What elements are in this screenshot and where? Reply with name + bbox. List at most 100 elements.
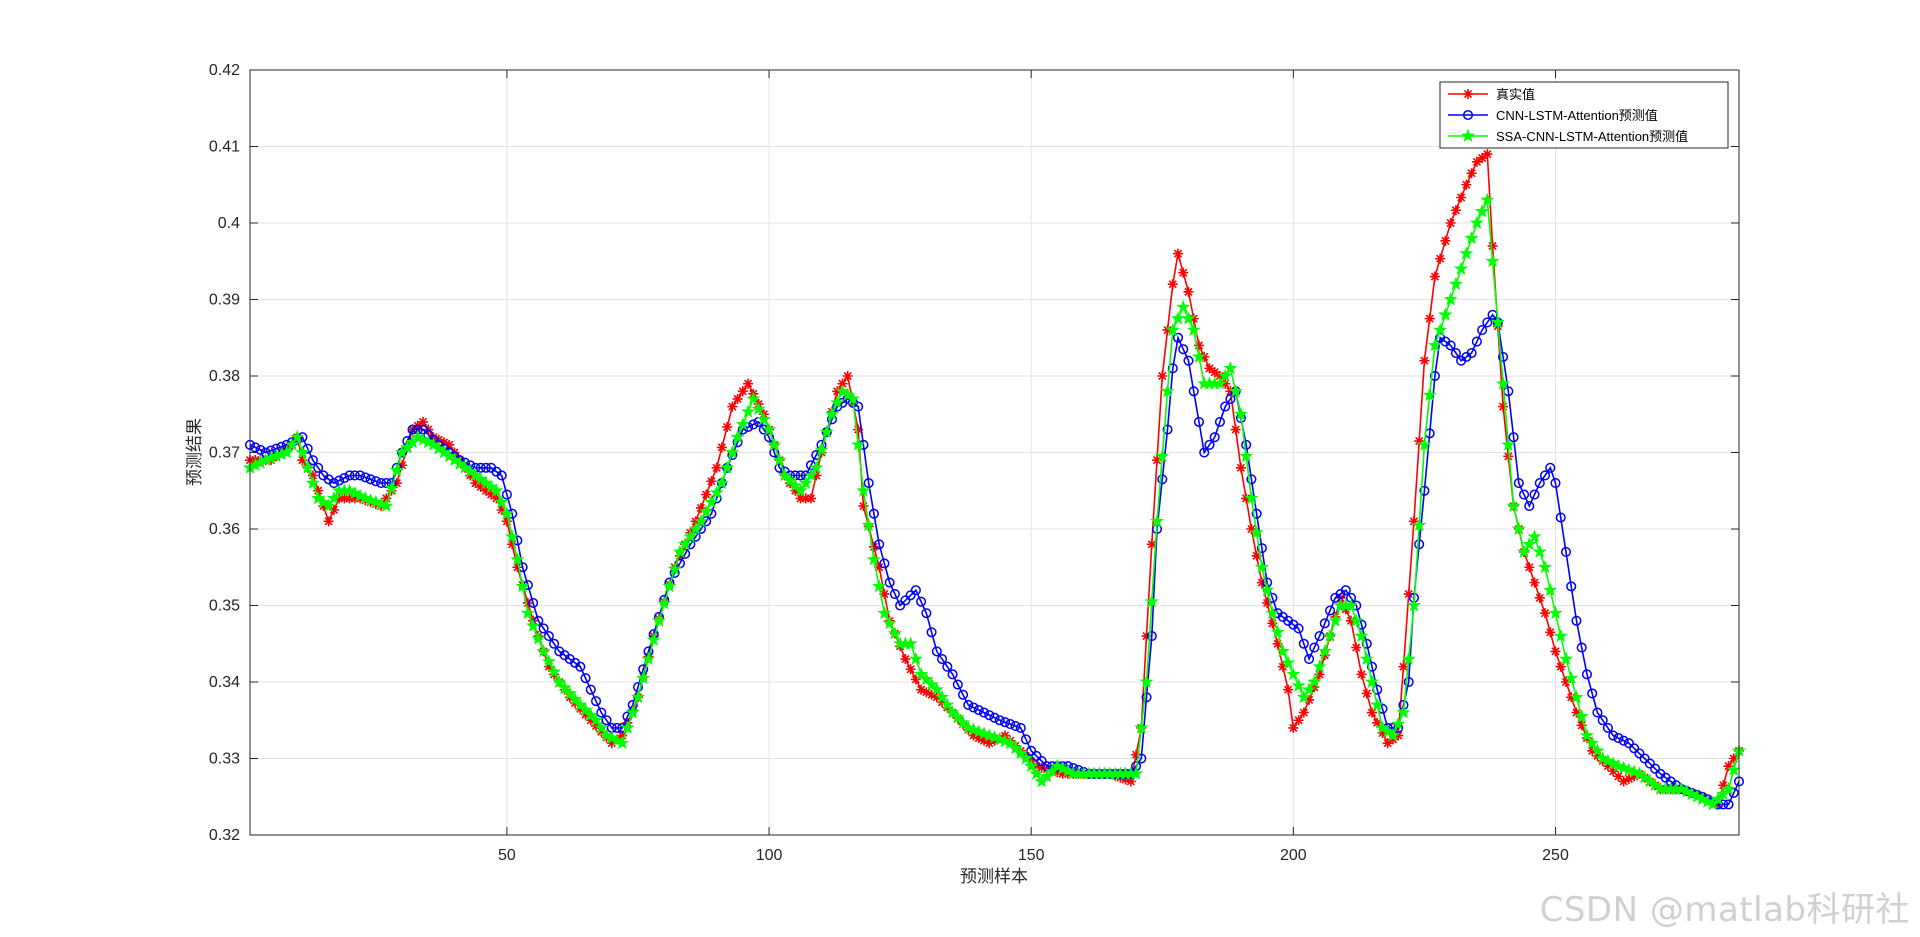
data-point: [279, 445, 294, 459]
data-point: [782, 473, 798, 487]
data-point: [573, 697, 588, 711]
data-point: [1477, 325, 1488, 336]
data-point: [1031, 761, 1042, 772]
data-point: [1026, 745, 1037, 756]
data-point: [910, 674, 921, 685]
data-point: [1260, 582, 1275, 597]
data-point: [1139, 674, 1154, 689]
data-point: [1469, 215, 1484, 230]
data-point: [1728, 753, 1739, 764]
data-point: [1152, 455, 1163, 466]
data-point: [921, 608, 932, 619]
data-point: [433, 434, 444, 445]
data-point: [695, 502, 706, 513]
data-point: [1560, 677, 1571, 687]
data-point: [1262, 597, 1273, 608]
data-point: [1471, 336, 1482, 347]
data-point: [1228, 383, 1243, 398]
data-point: [667, 561, 682, 576]
data-point: [300, 460, 315, 474]
data-point: [499, 506, 514, 520]
data-point: [895, 600, 906, 611]
grid-lines: [250, 69, 1739, 836]
data-point: [1340, 604, 1351, 615]
data-point: [470, 478, 481, 489]
data-point: [851, 437, 866, 451]
legend-label: CNN-LSTM-Attention预测值: [1496, 108, 1658, 123]
legend-marker: [1463, 89, 1473, 99]
data-point: [1359, 651, 1374, 666]
data-point: [522, 597, 533, 608]
data-point: [1364, 674, 1380, 689]
data-point: [968, 702, 979, 713]
data-point: [916, 596, 927, 607]
data-point: [580, 673, 591, 684]
data-point: [1251, 550, 1262, 561]
data-point: [1354, 628, 1369, 643]
data-point: [762, 422, 777, 436]
legend: 真实值 CNN-LSTM-Attention预测值 SSA-CNN-LSTM-Att…: [1439, 81, 1729, 149]
data-point: [1650, 763, 1661, 774]
data-point: [1459, 246, 1474, 260]
data-point: [250, 442, 261, 453]
y-tick-label: 0.36: [209, 521, 240, 538]
data-point: [1466, 348, 1477, 359]
data-point: [1346, 615, 1357, 626]
data-point: [1629, 743, 1640, 754]
series-star: [242, 192, 1747, 811]
data-point: [1377, 728, 1388, 738]
data-point: [1718, 799, 1729, 810]
data-point: [937, 654, 948, 665]
data-point: [349, 470, 360, 481]
data-point: [1398, 661, 1409, 672]
data-point: [1013, 746, 1028, 760]
data-point: [515, 579, 530, 593]
data-point: [662, 579, 677, 593]
data-point: [1485, 253, 1500, 268]
data-point: [1501, 437, 1516, 451]
data-point: [811, 470, 822, 481]
x-tick-label: 50: [498, 847, 516, 864]
data-point: [1173, 248, 1183, 259]
data-point: [541, 654, 556, 668]
data-point: [1036, 762, 1047, 773]
data-point: [1031, 750, 1042, 762]
data-point: [1482, 317, 1493, 328]
data-point: [590, 696, 602, 707]
data-point: [1550, 478, 1561, 489]
data-point: [1414, 436, 1425, 447]
data-point: [307, 470, 318, 481]
data-point: [1445, 340, 1456, 351]
data-point: [615, 735, 630, 750]
data-point: [1592, 750, 1603, 761]
data-point: [620, 720, 635, 734]
data-point: [651, 613, 666, 627]
data-point: [1408, 516, 1419, 527]
data-point: [543, 661, 554, 672]
data-point: [868, 541, 879, 552]
legend-label: SSA-CNN-LSTM-Attention预测值: [1496, 129, 1688, 144]
data-point: [994, 715, 1005, 726]
data-point: [803, 468, 819, 482]
data-point: [1566, 692, 1577, 703]
data-point: [318, 501, 329, 512]
data-point: [1288, 722, 1299, 733]
data-point: [1723, 761, 1734, 772]
data-point: [407, 424, 418, 435]
data-point: [1385, 728, 1400, 742]
data-point: [1555, 661, 1566, 672]
data-point: [809, 460, 824, 474]
data-point: [1366, 707, 1377, 718]
data-point: [926, 627, 937, 638]
data-point: [1340, 585, 1351, 596]
data-point: [1576, 642, 1587, 653]
data-point: [1328, 613, 1343, 627]
data-point: [1571, 707, 1582, 718]
data-point: [968, 730, 979, 741]
data-point: [1029, 766, 1044, 780]
data-point: [568, 691, 583, 706]
data-point: [465, 470, 476, 481]
data-point: [735, 417, 750, 431]
series-layer: [242, 149, 1747, 811]
data-point: [984, 738, 995, 749]
